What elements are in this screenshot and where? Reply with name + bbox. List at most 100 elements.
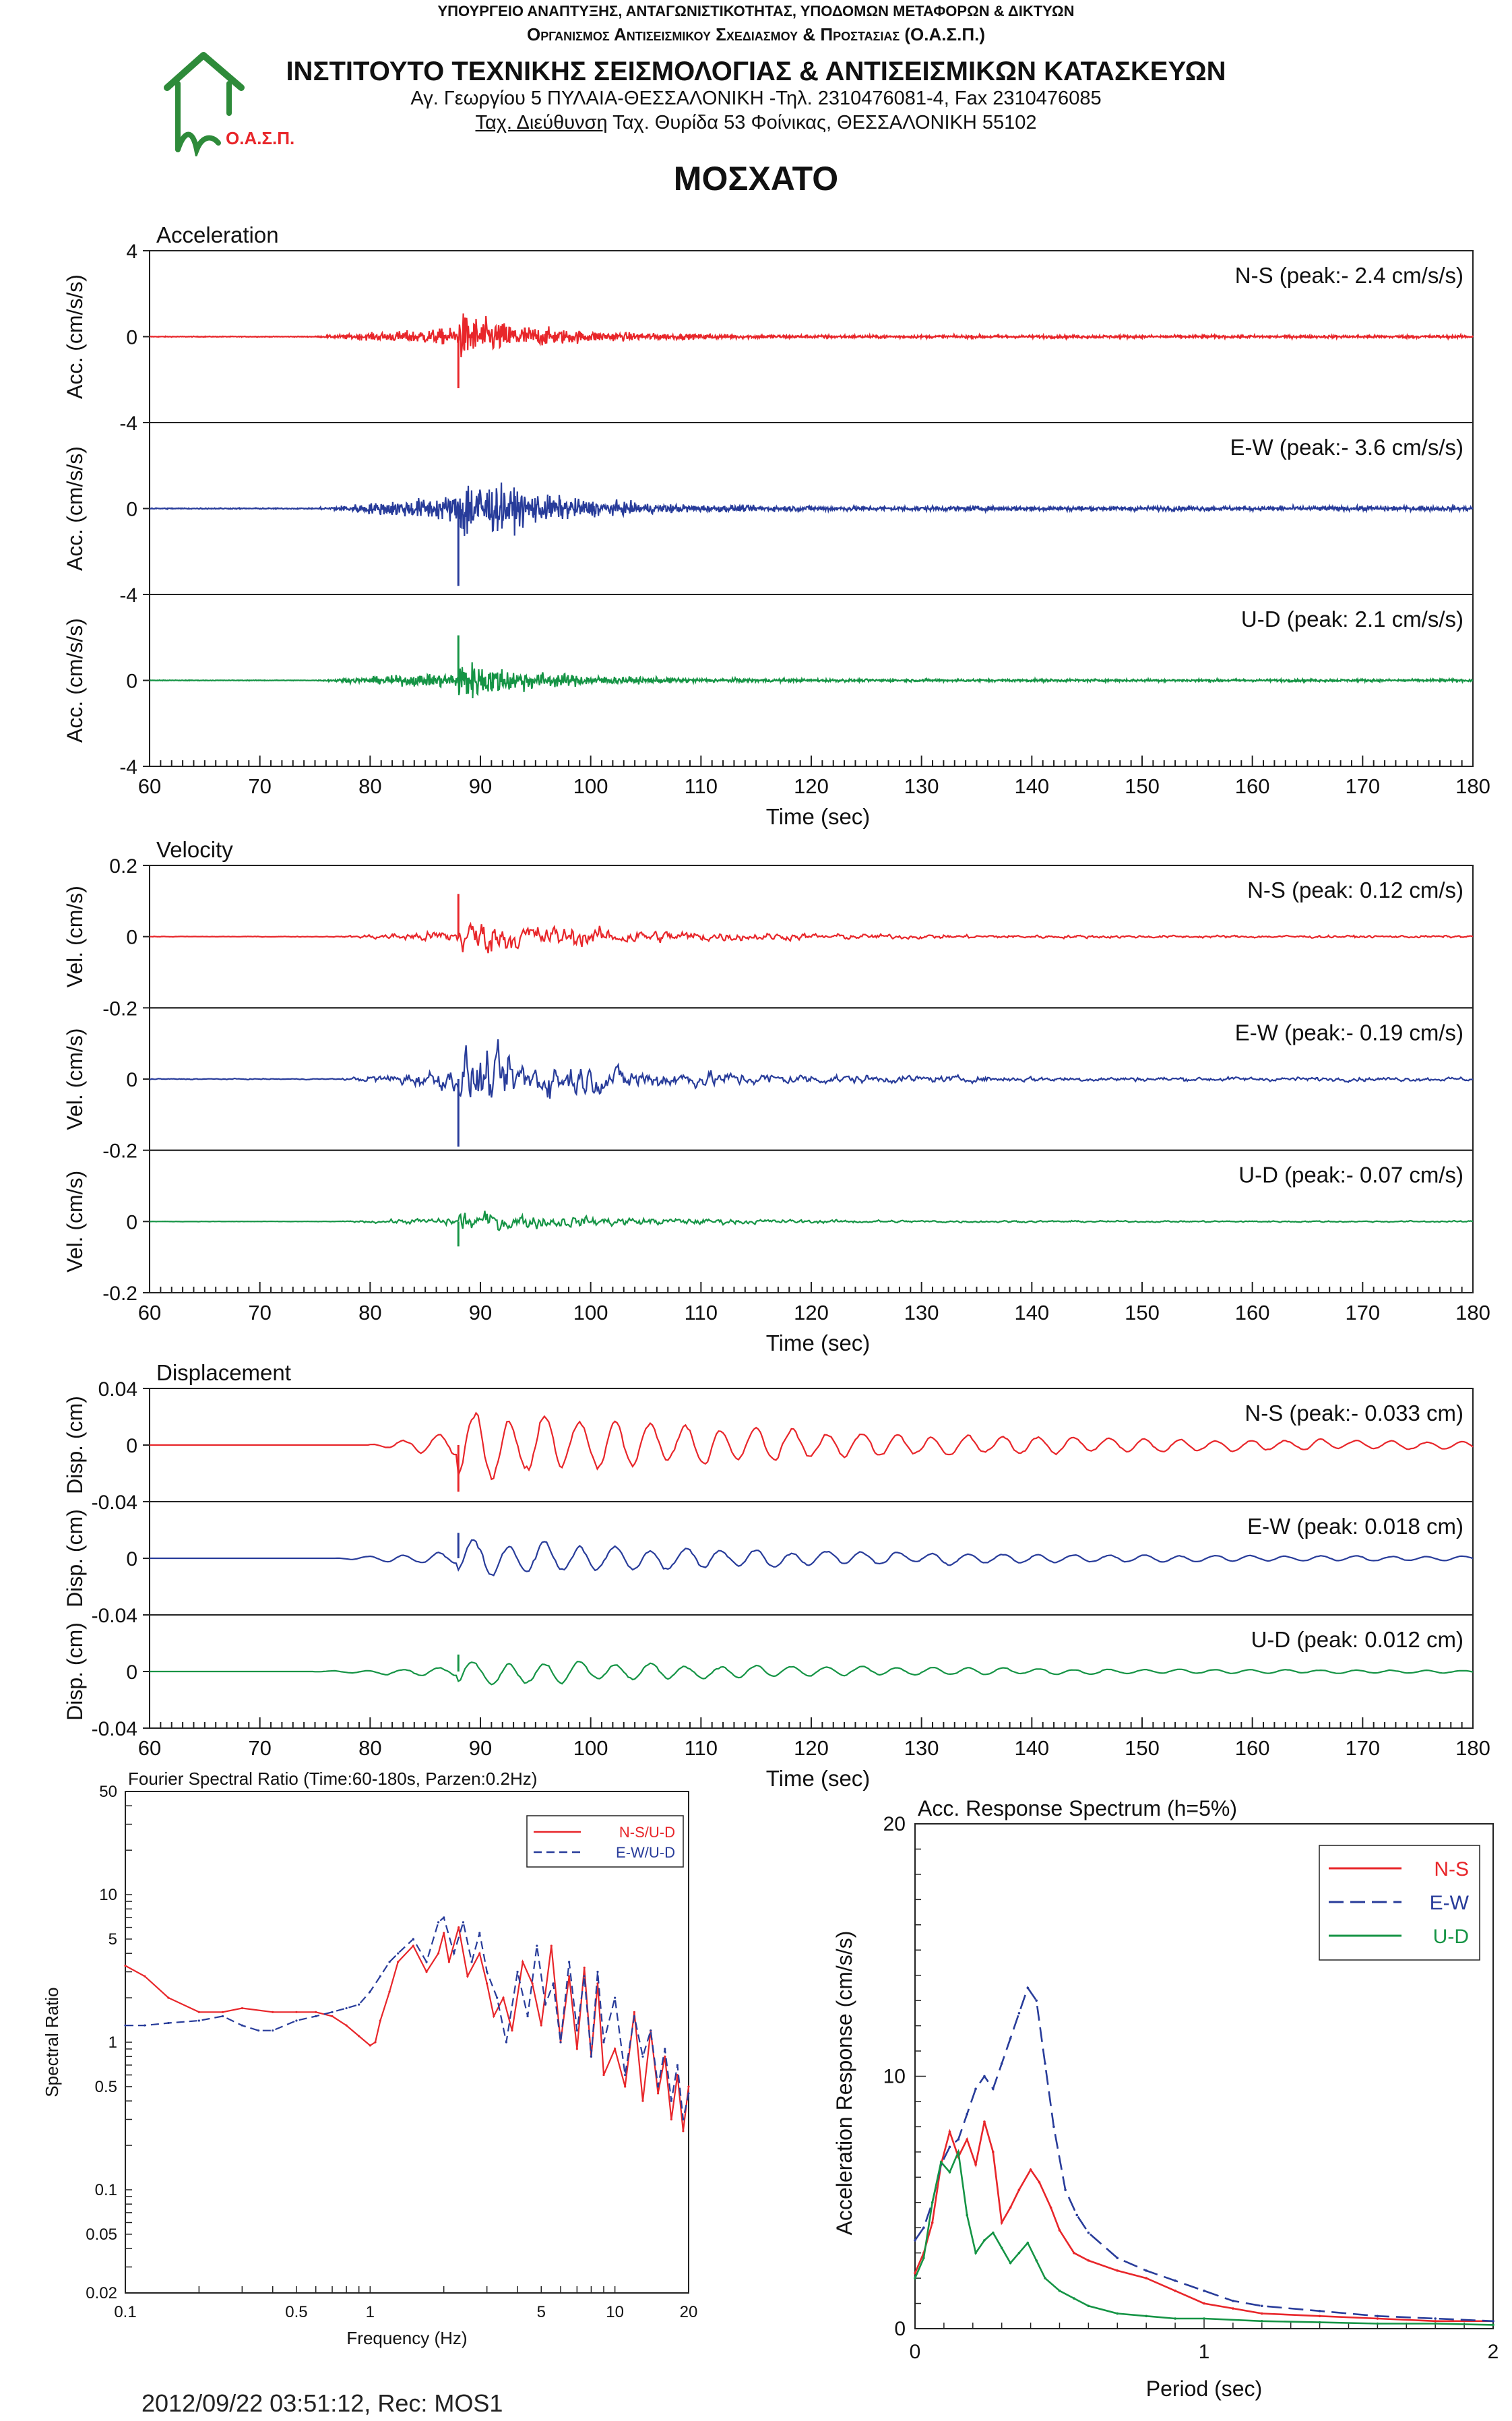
x-tick-label: 180 [1455,1736,1490,1760]
y-tick-label: -0.04 [92,1605,137,1627]
series-point [486,1982,489,1985]
series-point [1232,2307,1234,2310]
y-tick-label: -0.04 [92,1492,137,1514]
y-axis-label: Disp. (cm) [63,1509,87,1607]
y-tick-label: 0 [126,1069,137,1091]
series-u-d-subplot: 0 -0.2 Vel. (cm/s) U-D (peak:- 0.07 cm/s) [63,1149,1474,1305]
series-point [914,2271,916,2275]
y-axis-label: Disp. (cm) [63,1396,87,1494]
series-point [516,1970,519,1973]
x-tick-label: 70 [248,774,271,798]
postal-line: Ταχ. Διεύθυνση Ταχ. Θυρίδα 53 Φοίνικας, … [0,112,1512,134]
x-tick-label: 60 [138,1736,161,1760]
y-tick-label: 0 [126,1548,137,1570]
series-e-w-subplot: 0 -0.2 Vel. (cm/s) E-W (peak:- 0.19 cm/s) [63,1007,1474,1163]
series-point [1261,2304,1263,2308]
series-e-w-subplot: 0 -4 Acc. (cm/s/s) E-W (peak:- 3.6 cm/s/s) [63,422,1474,607]
series-point [397,1952,400,1955]
series-point [1116,2312,1119,2315]
series-point [1318,2321,1321,2324]
y-tick-label: 1 [108,2033,117,2052]
series-point [657,2092,660,2095]
fourier-ratio-chart: Fourier Spectral Ratio (Time:60-180s, Pa… [42,1769,697,2348]
y-tick-label: 0 [126,499,137,521]
series-point [1145,2315,1147,2318]
series-point [992,2231,995,2234]
series-point [1376,2317,1379,2320]
series-point [682,2118,685,2121]
series-point [602,2073,605,2077]
series-point [1058,2229,1061,2232]
series-point [458,1926,460,1929]
series-point [257,2029,260,2032]
series-point [397,1961,400,1963]
series-point [957,2151,960,2153]
series-point [144,1975,146,1978]
organization-line: Οργανισμος Αντισεισμικου Σχεδιασμου & Πρ… [527,24,985,44]
series-point [1009,2206,1012,2209]
series-e-w-trace [149,1039,1474,1099]
x-axis: 60 70 80 90 100 110 120 130 140 150 160 170 180 Time … [138,1717,1490,1791]
panel-title: Displacement [156,1360,291,1385]
x-axis-label: Frequency (Hz) [346,2328,467,2348]
series-point [575,2029,578,2032]
series-e-w-line [914,1986,1494,2323]
x-tick-label: 60 [138,1301,161,1324]
x-tick-label: 100 [573,1301,608,1324]
x-axis-label: Time (sec) [766,1330,871,1355]
series-point [948,2131,951,2133]
legend: N-S/U-D E-W/U-D [526,1815,684,1868]
series-point [221,2011,224,2013]
series-point [974,2251,977,2255]
series-point [374,2041,377,2044]
y-tick-label: -4 [119,584,137,607]
series-point [948,2171,951,2174]
y-tick-label: -4 [119,756,137,778]
series-point [1145,2269,1147,2272]
x-tick-label: 110 [685,1736,718,1760]
series-point [443,1916,445,1919]
series-point [531,1982,534,1985]
series-point [1075,2213,1079,2217]
series-point [1203,2317,1205,2320]
series-point [1174,2279,1176,2282]
x-tick-label: 1 [366,2303,375,2321]
series-point [568,1975,571,1978]
series-point [478,1952,481,1955]
series-e-w-peak-label: E-W (peak:- 3.6 cm/s/s) [1230,435,1463,460]
series-point [974,2087,977,2091]
series-point [664,2055,666,2058]
series-point [1026,2241,1030,2244]
y-tick-label: 5 [108,1930,117,1949]
chart-title: Fourier Spectral Ratio (Time:60-180s, Pa… [128,1769,537,1789]
series-point [1026,1986,1030,1990]
series-point [379,2019,381,2022]
x-tick-label: 0.1 [114,2303,136,2321]
series-point [1434,2317,1437,2320]
series-point [966,2138,969,2141]
y-tick-label: 10 [99,1886,117,1904]
y-tick-label: 50 [99,1783,117,1801]
x-tick-label: 160 [1235,1301,1270,1324]
series-point [1492,2323,1494,2327]
legend-label: N-S/U-D [619,1824,675,1841]
series-point [511,2029,513,2032]
series-point [931,2221,934,2224]
series-e-w-trace [150,482,1474,537]
y-tick-label: 0 [126,1661,137,1684]
series-point [1174,2290,1176,2292]
y-tick-label: 0.04 [98,1378,137,1401]
postal-value: Ταχ. Θυρίδα 53 Φοίνικας, ΘΕΣΣΑΛΟΝΙΚΗ 551… [607,112,1037,133]
y-axis-label: Acc. (cm/s/s) [63,618,87,743]
y-tick-label: 10 [883,2066,906,2088]
series-point [315,2011,317,2013]
x-tick-label: 70 [248,1736,271,1760]
x-tick-label: 150 [1125,774,1160,798]
series-point [1073,2297,1075,2300]
series-point [1044,2062,1046,2065]
series-point [453,1952,455,1955]
series-point [478,1932,481,1934]
series-point [295,2019,298,2022]
y-tick-label: 4 [126,241,137,263]
